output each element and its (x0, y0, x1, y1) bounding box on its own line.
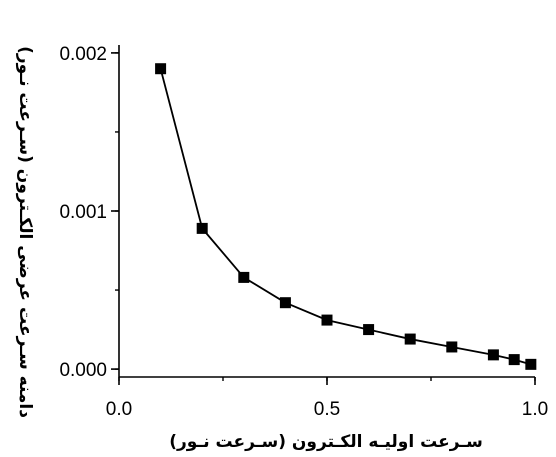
y-tick-label: 0.001 (59, 202, 107, 223)
data-point-marker (487, 349, 499, 361)
x-axis-title: سـرعت اولیـه الکـترون (سـرعت نـور) (169, 432, 483, 452)
x-tick-label: 0.5 (314, 399, 340, 420)
data-point-marker (155, 63, 167, 75)
data-point-marker (446, 341, 458, 353)
data-point-marker (279, 297, 291, 309)
y-axis-title: دامنه سـرعت عرضی الکـترون (سـرعت نـور) (15, 46, 35, 418)
series-line (159, 68, 532, 366)
axes: 0.0 0.5 1.0 0.000 0.001 0.002 (59, 44, 548, 420)
y-tick-label: 0.002 (59, 44, 107, 65)
x-tick-label: 1.0 (522, 399, 548, 420)
y-tick-label: 0.000 (59, 360, 107, 381)
x-tick-label: 0.0 (106, 399, 132, 420)
data-point-marker (525, 358, 537, 370)
data-point-marker (196, 222, 208, 234)
data-point-marker (238, 271, 250, 283)
data-point-marker (508, 354, 520, 366)
data-point-marker (363, 324, 375, 336)
series-layer (155, 63, 537, 370)
data-point-marker (321, 314, 333, 326)
data-point-marker (404, 333, 416, 345)
